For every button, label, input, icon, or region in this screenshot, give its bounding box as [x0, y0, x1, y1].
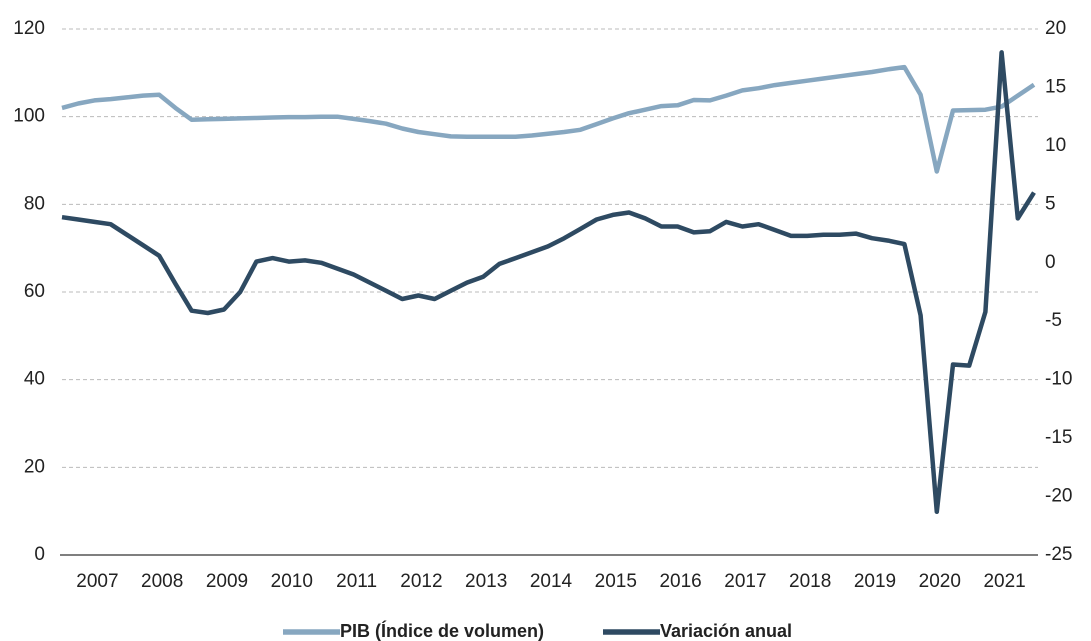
y2-tick-label: -25	[1045, 544, 1072, 565]
x-tick-label: 2015	[595, 571, 637, 592]
y-tick-label: 100	[13, 106, 45, 127]
y2-tick-label: -15	[1045, 427, 1072, 448]
x-tick-label: 2010	[271, 571, 313, 592]
y-tick-label: 120	[13, 18, 45, 39]
y-tick-label: 80	[24, 193, 45, 214]
y2-tick-label: -20	[1045, 486, 1072, 507]
legend-label: Variación anual	[660, 621, 792, 641]
legend-label: PIB (Índice de volumen)	[340, 620, 544, 641]
y2-tick-label: 20	[1045, 18, 1066, 39]
x-tick-label: 2011	[336, 571, 377, 592]
y2-tick-label: -5	[1045, 310, 1062, 331]
y2-tick-label: 0	[1045, 252, 1056, 273]
y2-tick-label: -10	[1045, 369, 1072, 390]
y-tick-label: 20	[24, 456, 45, 477]
y2-tick-label: 5	[1045, 193, 1056, 214]
y2-tick-label: 15	[1045, 76, 1066, 97]
series-line	[61, 64, 1036, 174]
x-tick-label: 2008	[141, 571, 183, 592]
x-tick-label: 2016	[659, 571, 701, 592]
x-tick-label: 2021	[983, 571, 1025, 592]
y-tick-label: 0	[34, 544, 45, 565]
x-tick-label: 2013	[465, 571, 507, 592]
x-tick-label: 2017	[724, 571, 766, 592]
x-tick-label: 2018	[789, 571, 831, 592]
series-line	[61, 50, 1036, 515]
x-tick-label: 2014	[530, 571, 573, 592]
x-tick-label: 2012	[400, 571, 442, 592]
x-tick-label: 2020	[919, 571, 961, 592]
x-tick-label: 2009	[206, 571, 248, 592]
x-tick-label: 2019	[854, 571, 896, 592]
y2-tick-label: 10	[1045, 135, 1066, 156]
y-tick-label: 60	[24, 281, 45, 302]
y-tick-label: 40	[24, 369, 45, 390]
x-tick-label: 2007	[76, 571, 118, 592]
